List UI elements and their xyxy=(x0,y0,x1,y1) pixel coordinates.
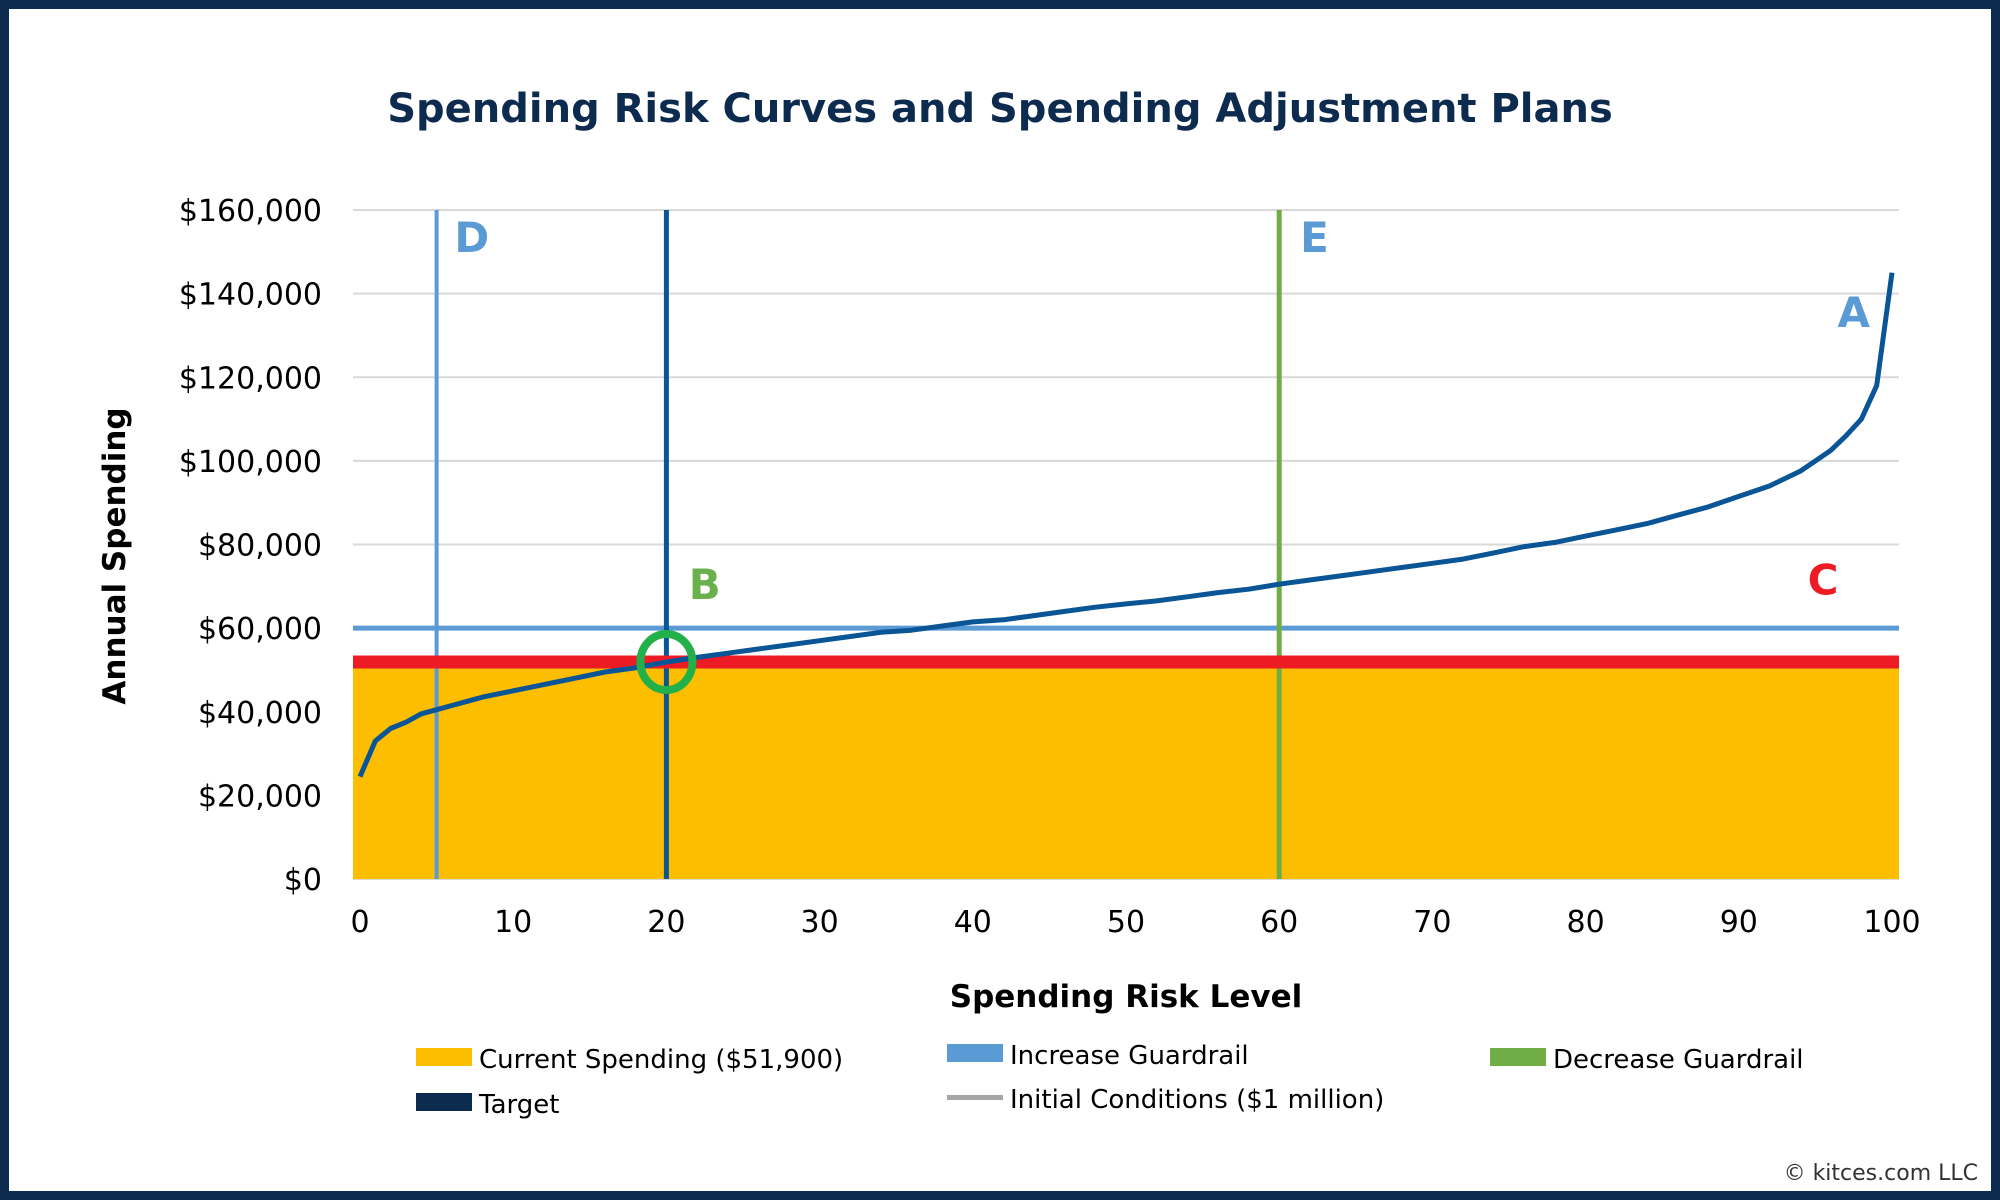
legend-swatch xyxy=(1490,1048,1546,1066)
y-tick-label: $100,000 xyxy=(179,445,322,480)
legend-swatch xyxy=(416,1048,472,1066)
x-tick-label: 30 xyxy=(801,905,839,940)
legend-label: Initial Conditions ($1 million) xyxy=(1010,1085,1384,1115)
target-circle-marker xyxy=(636,629,697,694)
annotation-e: E xyxy=(1300,213,1329,262)
legend-swatch xyxy=(947,1095,1003,1100)
legend-swatch xyxy=(947,1044,1003,1062)
y-tick-label: $40,000 xyxy=(198,696,322,731)
x-tick-label: 20 xyxy=(647,905,685,940)
y-tick-label: $160,000 xyxy=(179,194,322,229)
y-tick-label: $0 xyxy=(284,863,322,898)
x-tick-label: 70 xyxy=(1413,905,1451,940)
x-tick-label: 100 xyxy=(1863,905,1920,940)
y-tick-label: $140,000 xyxy=(179,278,322,313)
x-tick-label: 0 xyxy=(350,905,369,940)
y-tick-label: $20,000 xyxy=(198,779,322,814)
annotation-d: D xyxy=(454,213,489,262)
x-tick-label: 90 xyxy=(1720,905,1758,940)
x-tick-label: 50 xyxy=(1107,905,1145,940)
x-tick-label: 10 xyxy=(494,905,532,940)
legend-label: Target xyxy=(478,1090,559,1120)
y-tick-label: $80,000 xyxy=(198,529,322,564)
x-tick-label: 40 xyxy=(954,905,992,940)
x-tick-label: 80 xyxy=(1567,905,1605,940)
chart-title: Spending Risk Curves and Spending Adjust… xyxy=(387,86,1613,132)
legend-label: Increase Guardrail xyxy=(1010,1041,1249,1071)
annotation-b: B xyxy=(689,560,721,609)
legend-label: Decrease Guardrail xyxy=(1553,1045,1804,1075)
annotation-a: A xyxy=(1837,288,1870,337)
y-tick-label: $60,000 xyxy=(198,612,322,647)
annotation-c: C xyxy=(1808,556,1839,605)
spending-risk-curve xyxy=(357,272,1895,778)
x-tick-label: 60 xyxy=(1260,905,1298,940)
copyright: © kitces.com LLC xyxy=(1784,1161,1978,1186)
legend-label: Current Spending ($51,900) xyxy=(479,1045,843,1075)
legend-swatch xyxy=(416,1093,472,1111)
current-spending-area xyxy=(353,661,1899,879)
x-axis-label: Spending Risk Level xyxy=(950,979,1302,1015)
y-tick-label: $120,000 xyxy=(179,361,322,396)
y-axis-label: Annual Spending xyxy=(97,407,133,704)
